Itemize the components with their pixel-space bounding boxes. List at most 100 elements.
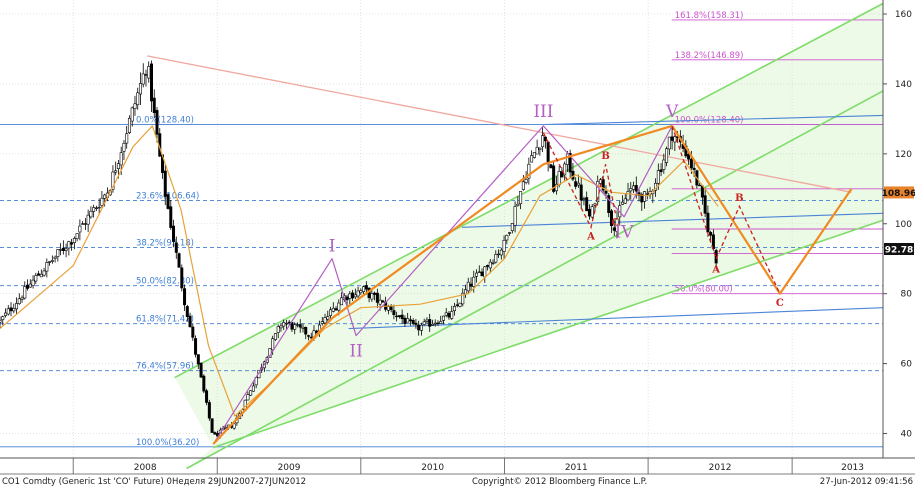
y-tick-label: 160 xyxy=(895,10,912,20)
candle-body xyxy=(174,242,178,253)
candle-body xyxy=(640,193,644,203)
candle-body xyxy=(130,107,134,122)
candle-body xyxy=(403,317,407,324)
candle-body xyxy=(607,195,611,213)
y-axis-background xyxy=(883,0,915,458)
candle-body xyxy=(127,117,131,133)
candle-body xyxy=(452,306,456,312)
candle-body xyxy=(673,136,677,143)
candle-body xyxy=(207,402,211,419)
candle-body xyxy=(469,283,473,287)
candle-body xyxy=(351,292,355,299)
candle-body xyxy=(191,326,195,338)
fib-level-label: 0.0%(128.40) xyxy=(136,115,194,125)
wave-label-roman: II xyxy=(349,342,362,362)
candle-body xyxy=(463,289,467,295)
blue-trend-line xyxy=(543,114,884,126)
candle-body xyxy=(196,354,200,365)
y-tick-label: 100 xyxy=(895,220,912,230)
fib-extension-label: 161.8%(158.31) xyxy=(675,11,744,21)
footer-timestamp: 27-Jun-2012 09:41:56 xyxy=(820,477,913,487)
candle-body xyxy=(439,321,443,324)
y-tick-label: 140 xyxy=(895,80,912,90)
candle-body xyxy=(152,97,156,113)
candle-body xyxy=(271,338,275,351)
candle-body xyxy=(386,306,390,311)
candle-body xyxy=(362,286,366,292)
candle-body xyxy=(392,310,396,316)
candle-body xyxy=(436,322,440,325)
candle-body xyxy=(488,261,492,269)
candle-body xyxy=(543,136,547,142)
candle-body xyxy=(169,206,173,228)
wave-label-roman: V xyxy=(665,102,679,122)
candle-body xyxy=(163,170,167,197)
candle-body xyxy=(645,193,649,195)
candle-body xyxy=(659,169,663,173)
candle-body xyxy=(103,194,107,199)
wave-label-abc: C xyxy=(776,298,784,309)
candle-body xyxy=(67,241,71,249)
candle-body xyxy=(375,292,379,303)
candle-body xyxy=(177,253,181,268)
candle-body xyxy=(53,256,57,259)
abc-correction-line xyxy=(542,132,617,230)
candle-body xyxy=(70,242,74,245)
x-year-label: 2008 xyxy=(134,463,157,473)
orange-projection-line xyxy=(212,124,673,445)
candle-body xyxy=(100,197,104,206)
abc-correction-line xyxy=(671,125,781,294)
wave-label-abc: A xyxy=(711,265,720,276)
candle-body xyxy=(89,210,93,218)
candle-body xyxy=(466,281,470,292)
candle-body xyxy=(483,266,487,278)
price-badge-label: 92.78 xyxy=(885,245,913,255)
y-tick-label: 60 xyxy=(901,360,913,370)
candle-body xyxy=(364,285,368,290)
y-tick-label: 120 xyxy=(895,150,912,160)
candle-body xyxy=(560,171,564,178)
wave-label-roman: I xyxy=(329,237,336,257)
candle-body xyxy=(64,248,68,251)
candle-body xyxy=(6,308,10,315)
fib-level-label: 100.0%(36.20) xyxy=(136,438,199,448)
fib-level-label: 76.4%(57.96) xyxy=(136,362,194,372)
candle-body xyxy=(444,312,448,316)
candle-body xyxy=(287,321,291,324)
candle-body xyxy=(601,179,605,191)
candle-body xyxy=(419,324,423,331)
fib-level-label: 50.0%(82.30) xyxy=(136,277,194,287)
candle-body xyxy=(246,394,250,401)
candle-body xyxy=(411,320,415,324)
candle-body xyxy=(643,191,647,202)
candle-body xyxy=(546,141,550,164)
candle-body xyxy=(97,206,101,209)
trend-channel-line xyxy=(213,219,884,449)
candle-body xyxy=(116,163,120,169)
candle-body xyxy=(549,164,553,169)
candle-body xyxy=(475,272,479,277)
candle-body xyxy=(276,326,280,333)
candle-body xyxy=(486,265,490,267)
candle-body xyxy=(598,179,602,184)
candle-body xyxy=(609,210,613,227)
candle-body xyxy=(458,302,462,307)
candle-body xyxy=(687,154,691,160)
candle-body xyxy=(304,327,308,335)
candle-body xyxy=(39,273,43,278)
trend-channel-line xyxy=(186,90,884,470)
candle-body xyxy=(329,309,333,316)
candle-body xyxy=(585,197,589,212)
candle-body xyxy=(700,185,704,198)
candle-body xyxy=(188,315,192,328)
candle-body xyxy=(513,206,517,226)
candle-body xyxy=(298,324,302,328)
wave-label-abc: B xyxy=(735,193,743,204)
candle-body xyxy=(26,284,30,289)
wave-label-abc: B xyxy=(601,151,609,162)
candle-body xyxy=(408,319,412,322)
candle-body xyxy=(552,165,556,192)
price-badge xyxy=(884,186,914,199)
candle-body xyxy=(433,322,437,325)
candle-body xyxy=(15,303,19,310)
